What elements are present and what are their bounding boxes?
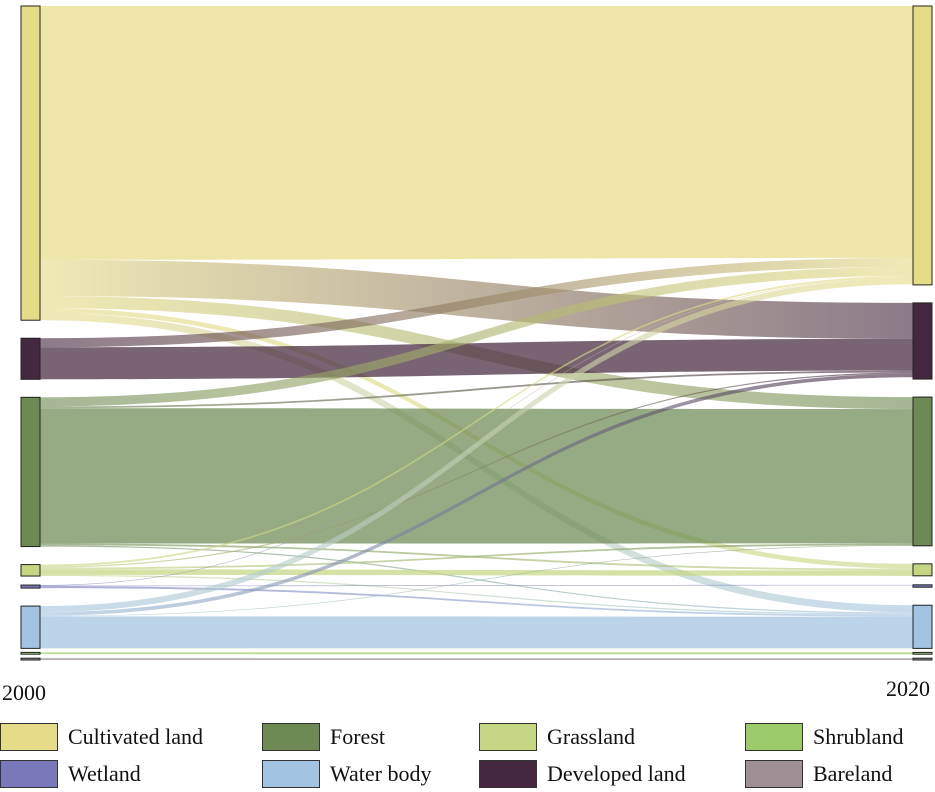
legend-label: Shrubland: [813, 724, 904, 749]
flow-forest-to-water-body: [40, 545, 913, 614]
node-2000-bareland: [20, 657, 41, 661]
flow-water-body-to-forest: [40, 545, 913, 617]
legend-swatch: [0, 723, 58, 751]
node-2000-shrubland: [20, 651, 41, 655]
legend-item-forest: Forest: [262, 722, 385, 752]
sankey-flows: [40, 6, 913, 660]
legend-label: Cultivated land: [68, 724, 204, 749]
flow-water-body-to-cultivated-land: [40, 278, 913, 613]
node-2020-bareland: [912, 657, 933, 661]
node-2020-shrubland: [912, 651, 933, 655]
flow-water-body-to-water-body: [40, 616, 913, 649]
legend-swatch: [0, 760, 58, 788]
node-2000-wetland: [20, 584, 41, 589]
legend-label: Bareland: [813, 761, 893, 786]
legend-label: Developed land: [547, 761, 686, 786]
legend-swatch: [479, 723, 537, 751]
year-label-2000: 2000: [2, 680, 46, 705]
node-2000-water-body: [20, 605, 41, 649]
flow-cultivated-land-to-cultivated-land: [40, 6, 913, 260]
sankey-nodes: [20, 5, 933, 661]
flow-grassland-to-cultivated-land: [40, 275, 913, 567]
node-2000-developed-land: [20, 337, 41, 380]
legend-label: Forest: [330, 724, 385, 749]
flow-developed-land-to-cultivated-land: [40, 257, 913, 348]
flow-bareland-to-bareland: [40, 658, 913, 660]
year-label-2020: 2020: [886, 676, 930, 701]
flow-wetland-to-cultivated-land: [40, 277, 913, 586]
legend-item-developed-land: Developed land: [479, 759, 686, 789]
legend-label: Grassland: [547, 724, 635, 749]
flow-grassland-to-forest: [40, 543, 913, 570]
flow-wetland-to-water-body: [40, 586, 913, 617]
flow-grassland-to-water-body: [40, 574, 913, 615]
flow-forest-to-forest: [40, 408, 913, 544]
legend-swatch: [262, 723, 320, 751]
legend-swatch: [479, 760, 537, 788]
node-2020-forest: [912, 396, 933, 547]
sankey-chart: [20, 5, 933, 661]
legend-swatch: [745, 723, 803, 751]
node-2000-cultivated-land: [20, 5, 41, 321]
legend: Cultivated land Forest Grassland Shrubland W…: [0, 722, 935, 792]
legend-item-water-body: Water body: [262, 759, 431, 789]
legend-item-wetland: Wetland: [0, 759, 141, 789]
flow-water-body-to-developed-land: [40, 373, 913, 616]
legend-item-grassland: Grassland: [479, 722, 635, 752]
node-2020-developed-land: [912, 302, 933, 380]
legend-item-shrubland: Shrubland: [745, 722, 903, 752]
legend-item-cultivated-land: Cultivated land: [0, 722, 203, 752]
flow-grassland-to-developed-land: [40, 372, 913, 568]
node-2020-cultivated-land: [912, 5, 933, 286]
flow-forest-to-cultivated-land: [40, 266, 913, 407]
flow-wetland-to-wetland: [40, 584, 913, 587]
legend-label: Water body: [330, 761, 432, 786]
legend-swatch: [262, 760, 320, 788]
node-2020-grassland: [912, 563, 933, 577]
flow-forest-to-developed-land: [40, 370, 913, 409]
legend-label: Wetland: [68, 761, 141, 786]
flow-developed-land-to-developed-land: [40, 338, 913, 380]
flow-shrubland-to-shrubland: [40, 652, 913, 655]
node-2020-wetland: [912, 584, 933, 588]
node-2000-grassland: [20, 564, 41, 577]
node-2020-water-body: [912, 604, 933, 649]
legend-item-bareland: Bareland: [745, 759, 892, 789]
node-2000-forest: [20, 396, 41, 548]
legend-swatch: [745, 760, 803, 788]
